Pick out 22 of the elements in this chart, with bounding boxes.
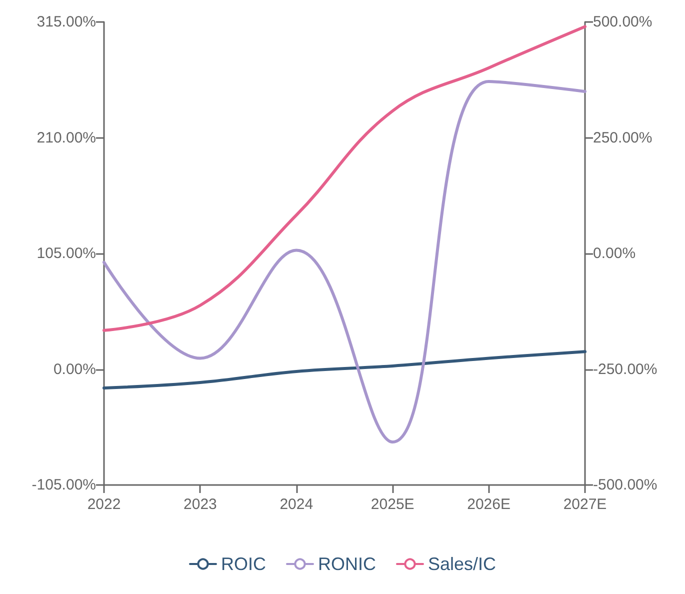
x-tick-label: 2026E: [467, 496, 510, 513]
line-series: [102, 80, 586, 444]
x-tick-label: 2027E: [563, 496, 607, 513]
line-series: [102, 25, 586, 332]
y2-tick-label: 500.00%: [593, 14, 652, 30]
y2-tick-label: -250.00%: [593, 360, 658, 378]
y-tick-label: 210.00%: [36, 129, 96, 146]
x-tick-label: 2022: [87, 496, 121, 513]
y-tick-label: 105.00%: [36, 245, 96, 262]
line-series: [102, 350, 586, 390]
y2-tick-label: 250.00%: [593, 129, 652, 146]
x-tick-label: 2023: [184, 496, 217, 513]
y2-tick-label: 0.00%: [593, 245, 636, 262]
y-tick-label: 0.00%: [53, 360, 96, 378]
y2-tick-label: -500.00%: [593, 476, 658, 494]
y-tick-label: 315.00%: [36, 14, 96, 30]
x-tick-label: 2024: [280, 496, 314, 513]
x-tick-label: 2025E: [370, 496, 414, 513]
legend-label: ROIC: [220, 554, 266, 574]
legend-label: Sales/IC: [428, 554, 496, 574]
legend-label: RONIC: [318, 554, 376, 574]
y-tick-label: -105.00%: [32, 476, 96, 494]
